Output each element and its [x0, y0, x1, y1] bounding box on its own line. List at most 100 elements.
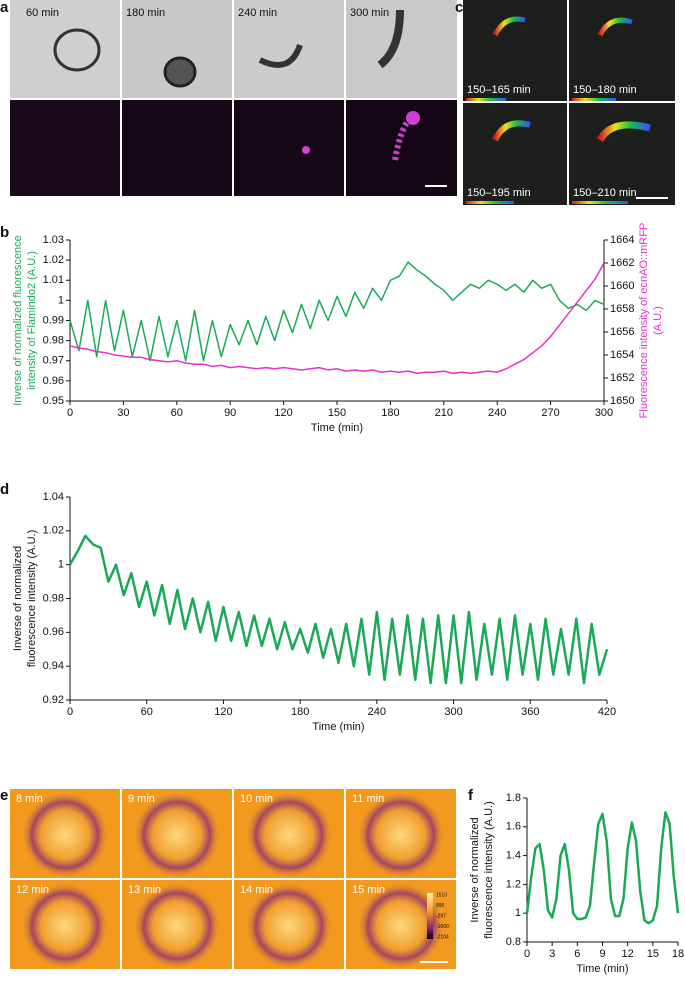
y-tick-label: 0.96 — [43, 626, 64, 638]
cell-outline — [258, 43, 303, 68]
fluorescence-image — [234, 100, 344, 196]
x-tick-label: 300 — [444, 706, 462, 718]
x-tick-label: 9 — [599, 948, 605, 960]
x-tick-label: 360 — [521, 706, 539, 718]
signal — [492, 120, 531, 142]
time-colorbar — [572, 201, 628, 204]
y2-tick-label: 1658 — [610, 303, 634, 315]
time-label: 14 min — [240, 884, 273, 896]
colorbar-label: -1000 — [436, 924, 449, 930]
panel-label: f — [468, 787, 474, 804]
y-axis-label: Inverse of normalized — [12, 546, 24, 651]
cell-outline — [163, 56, 197, 88]
color-coded-image — [569, 0, 675, 101]
y2-tick-label: 1662 — [610, 257, 634, 269]
panel-e: 8 min 9 min 10 min 11 min 12 min 13 min 14 min… — [10, 789, 456, 970]
cell-outline — [377, 9, 404, 69]
panel-label: b — [0, 224, 9, 241]
y-tick-label: 0.97 — [43, 355, 64, 367]
x-axis-label: Time (min) — [576, 963, 628, 975]
x-tick-label: 6 — [574, 948, 580, 960]
y-tick-label: 0.98 — [43, 592, 64, 604]
y2-tick-label: 1660 — [610, 280, 634, 292]
y-axis-label: Inverse of normalized — [469, 817, 481, 922]
y-tick-label: 1.02 — [43, 254, 64, 266]
colorbar-label: 895 — [436, 903, 445, 909]
time-label: 9 min — [128, 793, 155, 805]
y-tick-label: 1 — [58, 294, 64, 306]
y-tick-label: 0.96 — [43, 375, 64, 387]
y-tick-label: 1.8 — [506, 792, 521, 804]
y-tick-label: 0.94 — [43, 660, 64, 672]
y-tick-label: 1 — [515, 907, 521, 919]
y2-axis-label: Fluorescence intensity of ecnAO::mRFP — [638, 223, 650, 419]
time-label: 8 min — [16, 793, 43, 805]
y-tick-label: 1 — [58, 559, 64, 571]
x-tick-label: 240 — [488, 407, 506, 419]
signal — [406, 111, 420, 125]
x-tick-label: 180 — [381, 407, 399, 419]
y-tick-label: 1.02 — [43, 525, 64, 537]
cell — [133, 791, 221, 879]
data-line — [68, 534, 609, 685]
x-tick-label: 420 — [598, 706, 616, 718]
brightfield-image — [234, 0, 344, 98]
panel-a: 60 min 180 min 240 min 300 min — [10, 0, 457, 196]
y-tick-label: 1.01 — [43, 274, 64, 286]
data-line — [525, 811, 680, 925]
y-tick-label: 1.2 — [506, 878, 521, 890]
fluorescence-image — [122, 100, 232, 196]
time-colorbar — [466, 201, 514, 204]
y-axis-label: fluorescence intensity (A.U.) — [483, 801, 495, 939]
colorbar-label: 1510 — [436, 892, 447, 898]
panel-label: d — [0, 481, 9, 498]
x-tick-label: 240 — [368, 706, 386, 718]
x-tick-label: 270 — [541, 407, 559, 419]
fluorescence-image — [346, 100, 457, 196]
fluorescence-image — [10, 100, 120, 196]
time-label: 12 min — [16, 884, 49, 896]
time-label: 15 min — [352, 884, 385, 896]
time-label: 150–210 min — [573, 187, 637, 199]
x-tick-label: 180 — [291, 706, 309, 718]
colorbar-label: -297 — [436, 913, 446, 919]
colorbar-label: -2104 — [436, 934, 449, 940]
y-axis-label: Inverse of normalized fluorescence — [12, 235, 24, 406]
time-label: 150–195 min — [467, 187, 531, 199]
y2-axis-label: (A.U.) — [652, 306, 664, 335]
cell — [357, 882, 445, 970]
colorbar — [427, 893, 433, 939]
time-label: 60 min — [26, 7, 59, 19]
y2-tick-label: 1652 — [610, 372, 634, 384]
x-tick-label: 60 — [141, 706, 153, 718]
y-tick-label: 0.99 — [43, 314, 64, 326]
signal — [302, 146, 310, 154]
x-axis-label: Time (min) — [312, 721, 364, 733]
cell-outline — [53, 28, 101, 72]
cell — [21, 791, 109, 879]
y-tick-label: 0.92 — [43, 694, 64, 706]
y-tick-label: 1.4 — [506, 850, 521, 862]
panel-c: 150–165 min 150–180 min 150–195 min 150–… — [463, 0, 675, 205]
time-label: 180 min — [126, 7, 165, 19]
cell — [245, 791, 333, 879]
y-tick-label: 0.8 — [506, 936, 521, 948]
panel-label: c — [455, 0, 463, 16]
data-line — [69, 262, 605, 375]
brightfield-image — [10, 0, 120, 98]
x-tick-label: 60 — [171, 407, 183, 419]
x-tick-label: 3 — [549, 948, 555, 960]
panel-label: a — [0, 0, 9, 16]
time-label: 150–180 min — [573, 84, 637, 96]
y-tick-label: 1.04 — [43, 491, 64, 503]
time-label: 150–165 min — [467, 84, 531, 96]
color-coded-image — [463, 103, 567, 205]
x-tick-label: 0 — [524, 948, 530, 960]
x-tick-label: 15 — [647, 948, 659, 960]
signal — [492, 16, 526, 37]
x-tick-label: 210 — [435, 407, 453, 419]
x-tick-label: 0 — [67, 706, 73, 718]
time-label: 11 min — [352, 793, 384, 805]
time-colorbar — [466, 98, 506, 101]
